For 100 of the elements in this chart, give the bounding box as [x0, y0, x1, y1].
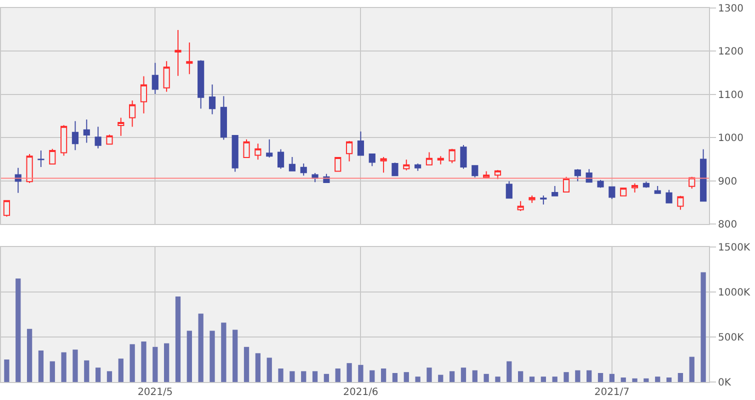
y-tick-label: 1000: [718, 133, 744, 144]
candlestick: [517, 200, 524, 212]
candlestick: [357, 131, 364, 156]
bar: [38, 350, 44, 382]
candlestick: [277, 148, 284, 170]
bar: [26, 328, 32, 382]
bar: [210, 330, 215, 382]
candlestick: [414, 163, 422, 172]
bar: [164, 343, 170, 382]
bar: [700, 272, 706, 382]
candlestick: [118, 117, 124, 136]
candlestick: [26, 154, 33, 184]
bar: [598, 373, 604, 382]
bar: [175, 296, 181, 382]
bar: [564, 372, 569, 382]
bar: [460, 368, 466, 382]
candlestick: [426, 152, 433, 166]
y-tick-label: 1200: [718, 46, 744, 58]
bar: [666, 378, 672, 382]
candlestick: [368, 154, 376, 167]
candlestick: [472, 165, 478, 178]
bar: [518, 371, 524, 382]
candlestick: [437, 156, 444, 165]
bar: [232, 330, 238, 382]
candlestick: [631, 182, 638, 193]
candlestick: [266, 138, 273, 158]
x-tick-label: 2021/5: [138, 387, 173, 398]
bar: [495, 376, 500, 382]
candlestick: [220, 96, 227, 140]
candlestick: [506, 180, 512, 199]
bar: [84, 360, 90, 382]
bar: [484, 374, 489, 382]
bar: [438, 374, 444, 382]
bar: [426, 368, 432, 382]
candlestick: [198, 60, 204, 110]
bar: [346, 363, 352, 382]
candlestick: [49, 148, 56, 164]
candlestick: [552, 185, 558, 196]
bar: [575, 370, 580, 382]
y-tick-label: 800: [718, 220, 738, 230]
bar: [221, 322, 226, 382]
candlestick: [140, 76, 148, 114]
candlestick: [232, 134, 238, 172]
candlestick: [243, 138, 250, 158]
candlestick: [597, 179, 604, 188]
bar: [415, 376, 420, 382]
bar: [644, 378, 649, 382]
bar: [301, 371, 306, 382]
candlestick: [608, 186, 616, 200]
x-tick-label: 2021/7: [594, 387, 630, 398]
bar: [186, 330, 192, 382]
bar: [620, 378, 626, 382]
candlestick: [152, 62, 158, 94]
candlestick: [14, 167, 22, 194]
candlestick: [254, 143, 262, 160]
bar: [472, 370, 478, 382]
bar: [4, 360, 10, 382]
bar: [506, 361, 512, 382]
candlestick: [38, 150, 44, 168]
candlestick: [300, 163, 307, 176]
candlestick: [620, 188, 627, 196]
bar: [404, 372, 409, 382]
bar: [540, 376, 546, 382]
candlestick: [72, 120, 79, 151]
bar: [450, 371, 455, 382]
candlestick: [208, 84, 216, 115]
y-tick-label: 1100: [718, 90, 744, 101]
candlestick: [334, 156, 342, 172]
bar: [324, 374, 330, 382]
bar: [96, 368, 101, 382]
bar: [255, 353, 260, 382]
candlestick: [174, 30, 182, 76]
candlestick: [483, 170, 490, 178]
candlestick: [60, 124, 68, 156]
candlestick: [129, 100, 136, 128]
y-tick-label: 1000K: [718, 288, 750, 298]
candlestick: [677, 195, 684, 210]
candlestick: [106, 134, 113, 145]
bar: [335, 368, 340, 382]
y-tick-label: 500K: [718, 332, 744, 344]
bar: [529, 376, 535, 382]
bar: [152, 346, 158, 382]
bar: [106, 371, 112, 382]
candlestick: [448, 148, 456, 164]
bar: [16, 278, 21, 382]
candlestick: [540, 194, 547, 206]
bar: [552, 376, 558, 382]
y-tick-label: 0K: [718, 378, 732, 388]
candlestick: [83, 118, 90, 144]
bar: [244, 346, 250, 382]
candlestick: [186, 42, 193, 75]
bar: [141, 342, 146, 382]
bar: [278, 368, 284, 382]
candlestick: [574, 168, 581, 182]
bar: [72, 350, 78, 382]
bar: [312, 371, 318, 382]
candlestick: [666, 189, 672, 204]
bar: [689, 356, 694, 382]
bar: [655, 376, 660, 382]
bar: [266, 358, 272, 382]
